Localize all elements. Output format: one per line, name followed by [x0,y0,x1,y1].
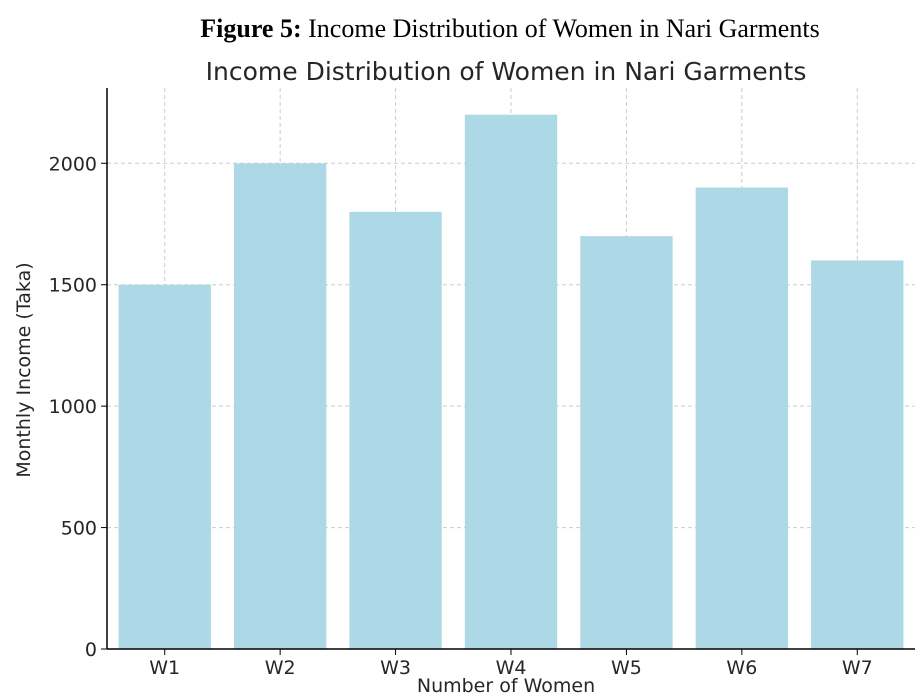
x-tick-label-w2: W2 [265,657,296,679]
bars-layer [118,114,904,650]
figure-caption-label: Figure 5: [200,14,302,43]
x-tick-label-w1: W1 [149,657,180,679]
y-tick-label-4: 2000 [49,153,97,175]
figure-caption-text: Income Distribution of Women in Nari Gar… [301,14,820,43]
x-tick-label-w7: W7 [842,657,873,679]
bar-w2 [233,163,327,650]
x-axis-label: Number of Women [417,675,595,697]
bar-w4 [464,114,558,649]
bar-w3 [349,211,442,649]
x-tick-label-w3: W3 [380,657,411,679]
bar-w5 [580,236,673,649]
ticks-layer: 0 500 1000 1500 2000 W1 W2 W3 W4 W5 W6 W7 [49,153,873,679]
figure-caption: Figure 5: Income Distribution of Women i… [0,14,916,44]
bar-w1 [118,284,211,649]
y-axis-label: Monthly Income (Taka) [13,262,35,477]
x-tick-label-w4: W4 [496,657,527,679]
y-tick-label-2: 1000 [49,396,97,418]
bar-w7 [811,260,904,649]
bar-w6 [695,187,789,650]
chart-title: Income Distribution of Women in Nari Gar… [206,57,807,86]
y-tick-label-3: 1500 [49,275,97,297]
x-tick-label-w5: W5 [611,657,642,679]
y-tick-label-0: 0 [85,639,97,661]
y-tick-label-1: 500 [61,518,97,540]
x-tick-label-w6: W6 [726,657,757,679]
